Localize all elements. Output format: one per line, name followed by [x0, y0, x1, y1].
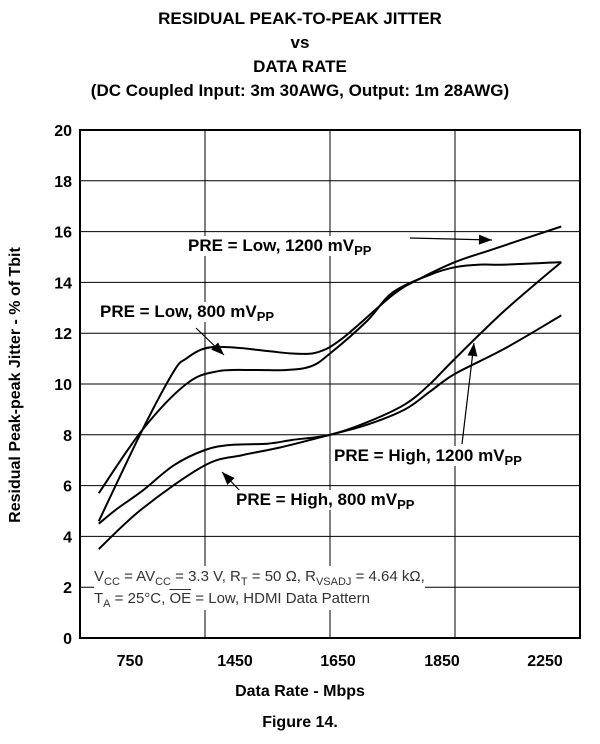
- y-tick-labels: 0 2 4 6 8 10 12 14 16 18 20: [54, 123, 72, 648]
- label-pre-low-1200: PRE = Low, 1200 mVPP: [188, 236, 372, 258]
- series-pre-low-800: [97, 225, 562, 522]
- chart-subtitle: (DC Coupled Input: 3m 30AWG, Output: 1m …: [90, 81, 510, 100]
- test-conditions: VCC = AVCC = 3.3 V, RT = 50 Ω, RVSADJ = …: [94, 566, 425, 610]
- arrow-pre-high-1200-line: [461, 342, 475, 445]
- test-conditions-line-1: VCC = AVCC = 3.3 V, RT = 50 Ω, RVSADJ = …: [94, 568, 425, 588]
- y-tick-2: 2: [63, 580, 72, 597]
- chart-title-line-1: RESIDUAL PEAK-TO-PEAK JITTER: [158, 9, 442, 28]
- x-tick-1650: 1650: [320, 653, 356, 670]
- series-pre-low-1200: [97, 261, 562, 494]
- x-tick-1450: 1450: [217, 653, 253, 670]
- label-pre-low-800: PRE = Low, 800 mVPP: [100, 302, 275, 324]
- chart-grid: [80, 129, 580, 639]
- y-tick-18: 18: [54, 174, 72, 191]
- arrow-pre-low-800-head: [211, 342, 224, 355]
- y-tick-0: 0: [63, 631, 72, 648]
- test-conditions-line-2: TA = 25°C, OE = Low, HDMI Data Pattern: [94, 590, 370, 610]
- x-axis-label: Data Rate - Mbps: [235, 683, 365, 700]
- x-tick-1850: 1850: [424, 653, 460, 670]
- series-pre-high-800: [98, 314, 562, 550]
- arrow-pre-low-1200-head: [478, 234, 492, 245]
- y-tick-14: 14: [54, 275, 72, 292]
- y-tick-16: 16: [54, 225, 72, 242]
- y-tick-4: 4: [63, 529, 72, 546]
- y-tick-8: 8: [63, 428, 72, 445]
- chart-series: [97, 225, 562, 550]
- y-tick-12: 12: [54, 326, 72, 343]
- x-tick-labels: 750 1450 1650 1850 2250: [117, 653, 563, 670]
- figure-caption: Figure 14.: [262, 714, 338, 731]
- arrow-pre-low-1200-line: [409, 237, 493, 241]
- x-tick-750: 750: [117, 653, 144, 670]
- series-pre-high-1200: [98, 261, 562, 525]
- label-pre-high-800: PRE = High, 800 mVPP: [236, 490, 415, 512]
- y-tick-20: 20: [54, 123, 72, 140]
- label-pre-high-1200: PRE = High, 1200 mVPP: [334, 446, 522, 468]
- arrow-pre-high-800-head: [222, 472, 235, 485]
- y-tick-6: 6: [63, 479, 72, 496]
- arrow-pre-high-1200-head: [467, 343, 478, 357]
- y-axis-label: Residual Peak-peak Jitter - % of Tbit: [7, 247, 24, 523]
- chart-title-line-2: vs: [290, 33, 310, 52]
- chart-title-line-3: DATA RATE: [253, 57, 347, 76]
- annotation-arrows: [195, 234, 493, 494]
- y-tick-10: 10: [54, 377, 72, 394]
- x-tick-2250: 2250: [527, 653, 563, 670]
- plot-frame: [79, 129, 581, 639]
